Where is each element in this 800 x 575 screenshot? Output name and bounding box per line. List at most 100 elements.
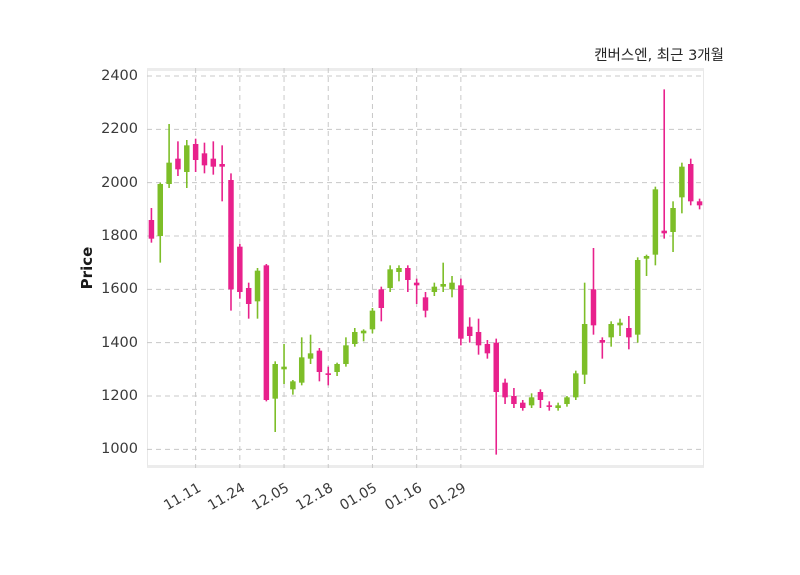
candlestick — [316, 348, 323, 382]
candle-body — [652, 189, 659, 255]
candle-body — [413, 282, 420, 286]
candlestick — [263, 264, 270, 402]
y-tick-label: 1800 — [101, 228, 138, 244]
candle-body — [343, 345, 349, 364]
candle-body — [475, 332, 482, 346]
candlestick — [219, 145, 225, 202]
candle-body — [298, 357, 305, 383]
candle-body — [687, 164, 694, 202]
candle-body — [166, 162, 172, 184]
candle-body — [493, 342, 499, 392]
candlestick — [652, 186, 659, 266]
candlestick — [281, 344, 287, 384]
candle-body — [590, 289, 597, 326]
candlestick — [670, 201, 676, 252]
candle-body — [360, 330, 367, 334]
candlestick — [555, 402, 561, 411]
candlestick — [307, 334, 314, 364]
candle-body — [537, 392, 544, 400]
candlestick — [405, 265, 411, 292]
candle-body — [634, 260, 641, 335]
candle-body — [316, 350, 323, 372]
candlestick — [237, 244, 243, 299]
candle-body — [405, 268, 411, 280]
candlestick — [343, 337, 349, 367]
candlestick — [352, 328, 358, 347]
candle-body — [237, 246, 243, 292]
candlestick — [458, 278, 464, 346]
candle-body — [643, 256, 650, 259]
candle-body — [254, 270, 261, 302]
candlestick — [590, 248, 597, 335]
candle-body — [219, 164, 225, 167]
candle-body — [290, 381, 296, 390]
y-tick-label: 1200 — [101, 388, 138, 404]
candle-body — [440, 284, 446, 287]
candlestick — [254, 268, 261, 319]
candle-body — [670, 208, 676, 232]
candle-body — [626, 328, 632, 338]
candle-body — [581, 324, 588, 375]
candle-body — [201, 153, 208, 166]
candlestick — [581, 282, 588, 384]
candle-body — [449, 282, 455, 290]
candle-body — [192, 144, 199, 160]
candle-body — [555, 405, 561, 408]
candle-body — [546, 405, 553, 407]
candlestick — [617, 318, 623, 336]
candlestick — [528, 393, 535, 408]
candle-body — [528, 397, 535, 406]
candlestick — [608, 321, 614, 347]
candlestick — [475, 318, 482, 355]
candle-body — [281, 366, 287, 370]
candle-body — [263, 265, 270, 400]
candlestick — [334, 362, 340, 376]
plot-area — [147, 68, 704, 468]
candlestick — [696, 198, 703, 210]
candlestick-series — [148, 89, 703, 455]
y-tick-label: 2200 — [101, 121, 138, 138]
candle-body — [378, 289, 385, 308]
candlestick — [431, 282, 438, 296]
y-tick-label: 1000 — [101, 441, 138, 458]
candle-body — [511, 396, 517, 404]
candle-body — [661, 230, 667, 234]
candle-body — [422, 297, 429, 311]
y-tick-label: 2400 — [101, 68, 138, 84]
candlestick — [325, 366, 331, 386]
candlestick — [157, 182, 164, 263]
candlestick — [413, 278, 420, 304]
candlestick — [166, 124, 172, 188]
candlestick — [360, 329, 367, 342]
candlestick — [679, 162, 685, 214]
candlestick — [599, 337, 606, 359]
candle-body — [520, 402, 526, 408]
candlestick — [192, 138, 199, 172]
candlestick — [245, 282, 252, 319]
candlestick — [422, 292, 429, 318]
candle-body — [564, 397, 570, 404]
candlestick — [537, 389, 544, 408]
candlestick — [396, 265, 402, 282]
candle-body — [369, 310, 376, 330]
candle-body — [617, 322, 623, 326]
candlestick — [466, 317, 473, 343]
candlestick — [201, 142, 208, 174]
x-axis-ticks: 11.11 11.24 12.05 12.18 01.05 01.16 01.29 — [147, 474, 704, 554]
candlestick — [493, 338, 499, 455]
candle-body — [272, 364, 278, 399]
candle-body — [228, 180, 234, 290]
candlestick — [502, 378, 508, 404]
candle-body — [458, 285, 464, 339]
candlestick — [520, 400, 526, 411]
candle-body — [396, 268, 402, 272]
candle-body — [466, 326, 473, 336]
candlestick — [626, 316, 632, 350]
candle-body — [696, 201, 703, 206]
y-tick-label: 1400 — [101, 334, 138, 351]
candle-body — [431, 286, 438, 292]
candlestick — [484, 340, 491, 359]
candle-body — [210, 158, 217, 167]
candle-body — [148, 220, 155, 239]
